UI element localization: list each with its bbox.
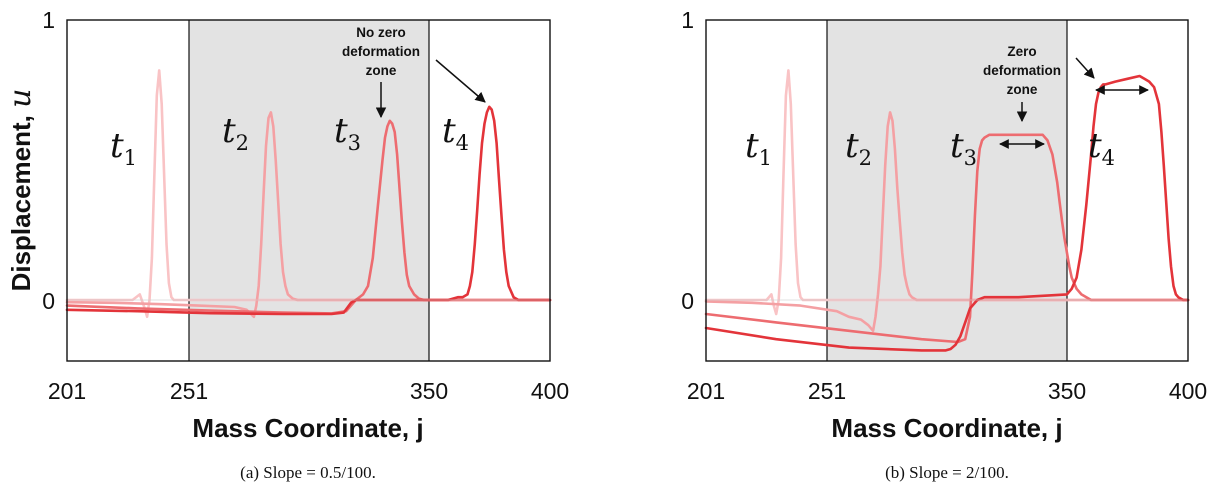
panel-b-annotation-arrow-diagonal (1075, 57, 1095, 79)
panel-b-caption: (b) Slope = 2/100. (885, 463, 1009, 482)
panel-b-xtick-251: 251 (808, 378, 846, 404)
panel-b-ytick-0: 0 (681, 288, 694, 314)
panel-b-annotation-line-3: zone (1007, 82, 1038, 97)
panel-b-ytick-1: 1 (681, 7, 694, 33)
panel-b-xtick-400: 400 (1169, 378, 1207, 404)
panel-a-annotation-line-2: deformation (342, 44, 420, 59)
panel-a-y-axis-label-text: Displacement, (6, 108, 36, 292)
panel-a-xtick-201: 201 (48, 378, 86, 404)
panel-a-xtick-400: 400 (531, 378, 569, 404)
panel-a-xtick-350: 350 (410, 378, 448, 404)
panel-a: 1 0 201 251 350 400 Mass Coordinate, j D… (3, 7, 569, 482)
panel-a-series-t4-line (65, 105, 552, 316)
panel-b-annotation-line-2: deformation (983, 63, 1061, 78)
panel-a-ytick-0: 0 (42, 288, 55, 314)
panel-a-y-axis-symbol: u (3, 89, 38, 108)
panel-a-annotation-arrow-diagonal (435, 59, 486, 103)
panel-a-label-t4: t4 (442, 111, 469, 155)
panel-b-label-t3: t3 (950, 126, 977, 170)
panel-a-annotation-line-1: No zero (356, 25, 406, 40)
panel-b-label-t4: t4 (1088, 126, 1115, 170)
panel-a-xtick-251: 251 (170, 378, 208, 404)
panel-a-shaded-region (189, 20, 429, 361)
panel-a-x-axis-label: Mass Coordinate, j (192, 413, 423, 443)
panel-b-label-t1: t1 (745, 126, 772, 170)
panel-b-plot-frame (705, 19, 1189, 362)
panel-a-label-t2: t2 (222, 111, 249, 155)
panel-a-label-t3: t3 (334, 111, 361, 155)
panel-a-ytick-1: 1 (42, 7, 55, 33)
panel-b-xtick-201: 201 (687, 378, 725, 404)
panel-a-y-axis-label: Displacement, u (3, 89, 38, 292)
panel-b-x-axis-label: Mass Coordinate, j (831, 413, 1062, 443)
panel-a-caption: (a) Slope = 0.5/100. (240, 463, 376, 482)
panel-b-series-t4-line (704, 74, 1190, 352)
panel-b-series-t2-line (704, 111, 1190, 333)
panel-b-series-t3-line (704, 133, 1190, 344)
panel-b-label-t2: t2 (845, 126, 872, 170)
panel-a-plot-frame (66, 19, 551, 362)
panel-b-xtick-350: 350 (1048, 378, 1086, 404)
panel-b-annotation-line-1: Zero (1007, 44, 1036, 59)
panel-b: 1 0 201 251 350 400 Mass Coordinate, j t… (681, 7, 1207, 482)
panel-a-annotation-line-3: zone (366, 63, 397, 78)
panel-a-label-t1: t1 (110, 126, 137, 170)
panel-b-shaded-region (827, 20, 1067, 361)
